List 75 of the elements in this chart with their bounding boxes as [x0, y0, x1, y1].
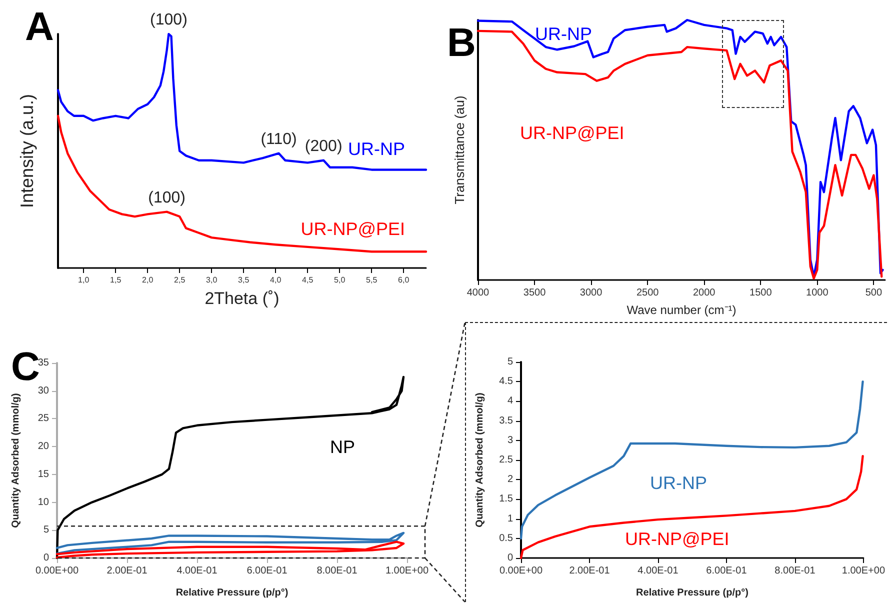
x-axis-title: Relative Pressure (p/p°) — [176, 588, 288, 598]
x-tick-label: 4,5 — [302, 276, 314, 284]
x-tick-label: 0.00E+00 — [35, 566, 79, 576]
x-axis-title: Wave number (cm⁻¹) — [626, 303, 736, 317]
chart-title: C — [11, 345, 40, 389]
y-tick-label: 5 — [507, 356, 514, 368]
y-tick-label: 0 — [43, 552, 50, 564]
y-tick-label: 15 — [38, 468, 50, 480]
series-label: UR-NP — [650, 473, 707, 493]
y-tick-label: 0.5 — [499, 532, 514, 544]
y-tick-label: 4.5 — [499, 376, 514, 388]
line-series — [56, 532, 405, 555]
x-tick-label: 1500 — [750, 288, 772, 298]
x-tick-label: 4.00E-01 — [176, 566, 218, 576]
series-label: UR-NP@PEI — [300, 219, 406, 239]
y-tick-label: 2 — [507, 474, 514, 486]
y-axis-title: Intensity (a.u.) — [17, 94, 37, 208]
y-tick-label: 25 — [38, 413, 50, 424]
y-tick-label: 2.5 — [499, 454, 514, 466]
x-tick-label: 2,0 — [142, 276, 154, 284]
y-tick-label: 0 — [507, 552, 514, 564]
x-tick-label: 2,5 — [174, 276, 186, 284]
y-axis-title: Quantity Adsorbed (mmol/g) — [474, 392, 486, 528]
series-label: NP — [330, 437, 356, 457]
x-tick-label: 6.00E-01 — [246, 566, 288, 576]
chart-title: B — [447, 21, 476, 65]
y-tick-label: 10 — [38, 496, 50, 508]
x-tick-label: 3,0 — [206, 276, 218, 284]
x-tick-label: 8.00E-01 — [774, 566, 816, 576]
x-tick-label: 2.00E-01 — [569, 566, 610, 576]
y-axis-title: Quantity Adsorbed (mmol/g) — [10, 393, 22, 528]
x-tick-label: 2.00E-01 — [106, 566, 148, 576]
x-tick-label: 1,5 — [110, 276, 122, 284]
x-axis-title: Relative Pressure (p/p°) — [636, 588, 748, 598]
x-tick-label: 6.00E-01 — [706, 566, 748, 576]
series-label: UR-NP — [535, 24, 592, 44]
text: UR-NP@PEI — [520, 123, 624, 143]
x-tick-label: 3500 — [523, 288, 546, 298]
x-tick-label: 8.00E-01 — [316, 566, 358, 576]
series-label: UR-NP@PEI — [625, 529, 730, 549]
y-tick-label: 5 — [43, 524, 50, 536]
y-tick-label: 35 — [38, 358, 50, 368]
y-tick-label: 3.5 — [499, 415, 514, 426]
x-tick-label: 5,0 — [334, 276, 346, 284]
y-tick-label: 30 — [38, 385, 50, 396]
x-axis-title: 2Theta (˚) — [204, 289, 280, 308]
x-tick-label: 1000 — [806, 288, 829, 298]
annotation: (110) — [260, 130, 297, 148]
x-tick-label: 1,0 — [78, 276, 90, 284]
x-tick-label: 1.00E+00 — [842, 566, 886, 576]
chart-title: A — [25, 5, 54, 49]
y-tick-label: 20 — [38, 441, 50, 452]
x-tick-label: 5,5 — [366, 276, 378, 284]
annotation: (100) — [150, 12, 188, 28]
y-axis-title: Transmittance (au) — [452, 96, 467, 204]
y-tick-label: 4 — [507, 396, 514, 407]
x-tick-label: 500 — [865, 288, 882, 298]
x-tick-label: 4,0 — [270, 276, 282, 284]
x-tick-label: 6,0 — [398, 276, 410, 284]
y-tick-label: 1 — [507, 513, 514, 524]
annotation: (200) — [304, 138, 342, 155]
x-tick-label: 3000 — [580, 288, 603, 298]
x-tick-label: 2500 — [636, 288, 660, 298]
annotation: (100) — [148, 189, 186, 206]
series-label: UR-NP — [348, 139, 406, 159]
line-series — [56, 376, 405, 560]
x-tick-label: 3,5 — [238, 276, 250, 284]
y-tick-label: 3 — [507, 434, 514, 446]
x-tick-label: 2000 — [692, 288, 716, 298]
y-tick-label: 1.5 — [499, 494, 514, 505]
x-tick-label: 4.00E-01 — [638, 566, 679, 576]
x-tick-label: 0.00E+00 — [499, 566, 543, 576]
x-tick-label: 1.00E+00 — [385, 566, 429, 576]
line-series — [56, 540, 405, 559]
x-tick-label: 4000 — [466, 288, 490, 298]
